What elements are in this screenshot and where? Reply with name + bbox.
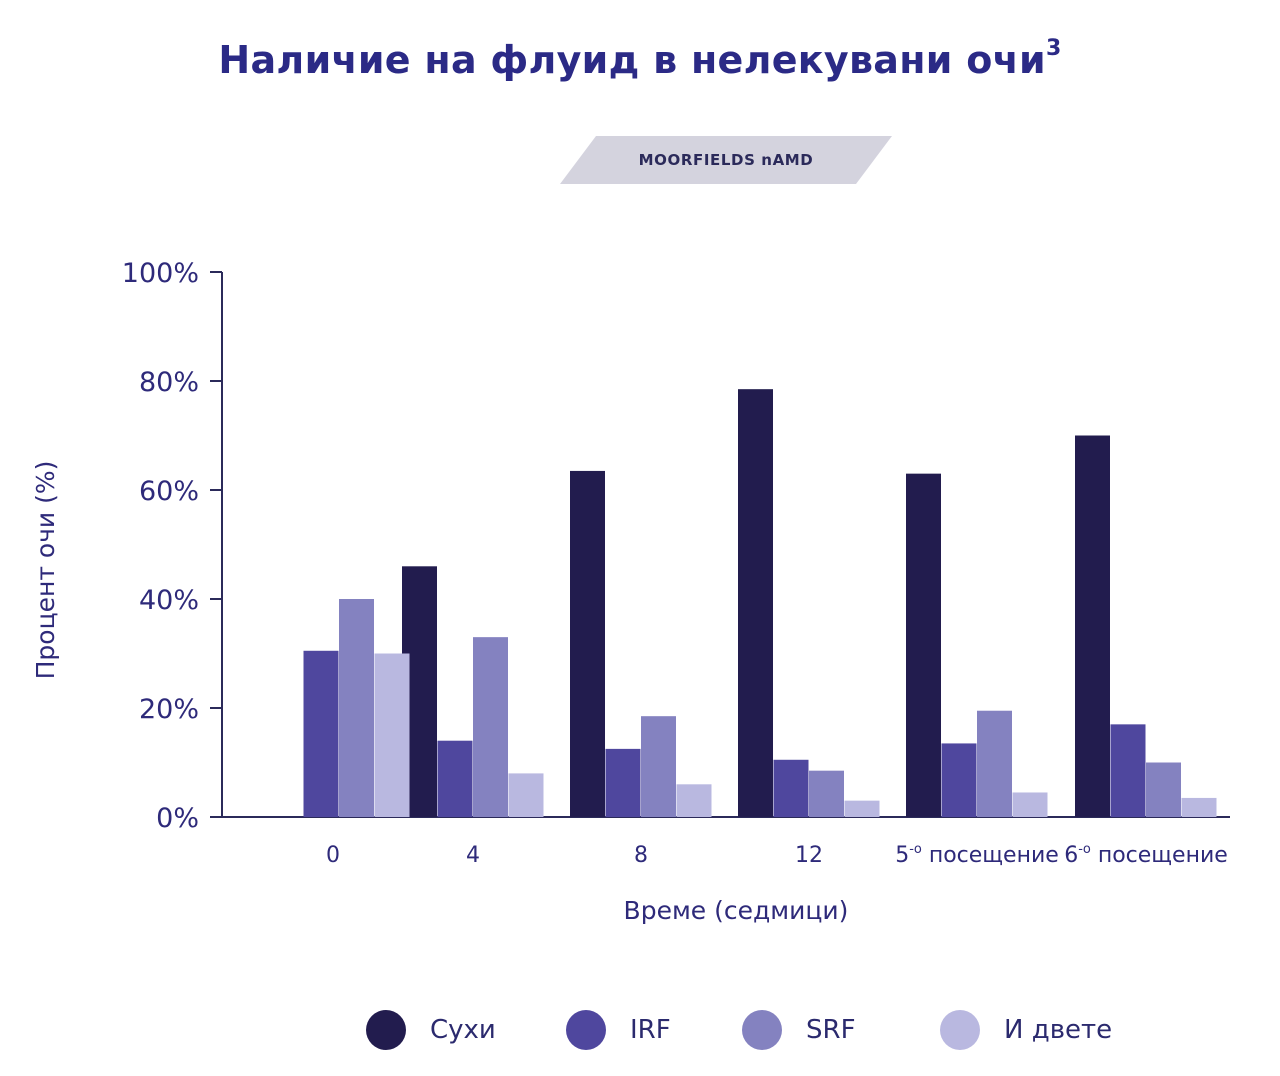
x-tick-label: 8 bbox=[634, 843, 648, 868]
y-tick-label: 0% bbox=[156, 803, 199, 834]
study-badge: MOORFIELDS nAMD bbox=[560, 136, 892, 184]
legend-label-irf: IRF bbox=[630, 1015, 671, 1045]
x-tick-label: 5-о посещение bbox=[895, 842, 1059, 868]
chart-title: Наличие на флуид в нелекувани очи3 bbox=[0, 36, 1280, 82]
x-tick-label: 4 bbox=[466, 843, 480, 868]
y-axis-title: Процент очи (%) bbox=[31, 461, 60, 680]
x-tick-label: 6-о посещение bbox=[1064, 842, 1228, 868]
bar bbox=[1110, 724, 1146, 817]
bar bbox=[738, 389, 773, 817]
legend-label-both: И двете bbox=[1004, 1015, 1113, 1045]
legend-swatch-srf bbox=[742, 1010, 782, 1050]
y-tick-label: 100% bbox=[122, 258, 199, 289]
bar bbox=[339, 599, 374, 817]
bar bbox=[809, 770, 844, 817]
bar bbox=[1181, 797, 1217, 817]
chart-title-text: Наличие на флуид в нелекувани очи bbox=[218, 38, 1046, 82]
bar bbox=[508, 773, 544, 817]
y-tick-label: 60% bbox=[139, 476, 199, 507]
y-tick-label: 20% bbox=[139, 694, 199, 725]
bar bbox=[1075, 435, 1110, 817]
badge-label: MOORFIELDS nAMD bbox=[638, 151, 814, 169]
bar bbox=[473, 637, 508, 817]
bar bbox=[676, 784, 712, 817]
bar bbox=[773, 759, 809, 817]
x-axis-title: Време (седмици) bbox=[624, 896, 849, 925]
badge-background bbox=[560, 136, 892, 184]
bar bbox=[641, 716, 676, 817]
x-tick-label: 12 bbox=[795, 843, 823, 868]
bar bbox=[1012, 792, 1048, 817]
bar bbox=[437, 740, 473, 817]
legend-label-dry: Сухи bbox=[430, 1015, 496, 1045]
bar bbox=[303, 650, 339, 817]
bar bbox=[906, 473, 941, 817]
bar bbox=[977, 710, 1012, 817]
bar bbox=[941, 743, 977, 817]
legend-swatch-dry bbox=[366, 1010, 406, 1050]
y-tick-label: 40% bbox=[139, 585, 199, 616]
bar bbox=[374, 653, 410, 817]
bar bbox=[570, 470, 605, 817]
legend-swatch-irf bbox=[566, 1010, 606, 1050]
bar bbox=[844, 800, 880, 817]
bar bbox=[1146, 762, 1181, 817]
legend-swatch-both bbox=[940, 1010, 980, 1050]
chart-legend: Сухи IRF SRF И двете bbox=[0, 1008, 1280, 1052]
bar bbox=[605, 748, 641, 817]
title-footnote-marker: 3 bbox=[1045, 36, 1062, 62]
x-tick-label: 0 bbox=[326, 843, 340, 868]
bar-chart: 0% 20% 40% 60% 80% 100% Процент очи (%) 0 4 8 12 5-… bbox=[31, 258, 1230, 925]
y-tick-label: 80% bbox=[139, 367, 199, 398]
legend-label-srf: SRF bbox=[806, 1015, 856, 1045]
